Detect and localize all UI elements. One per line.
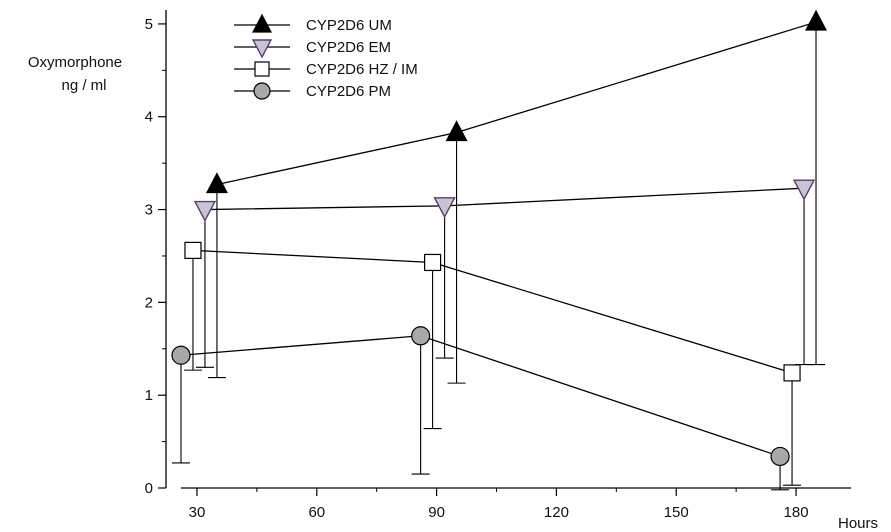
series-line-2	[192, 249, 793, 374]
series-line-3	[180, 335, 781, 458]
data-point-0-2	[805, 9, 828, 31]
legend-marker-3	[253, 82, 271, 100]
data-point-3-0	[171, 345, 191, 365]
axes: 0 1 2 3 4 5 30 60 90 120 150 180	[145, 10, 851, 521]
data-point-1-1	[433, 197, 456, 219]
x-tick-label-4: 150	[664, 504, 689, 521]
x-tick-label-5: 180	[784, 504, 809, 521]
x-tick-label-2: 90	[428, 504, 445, 521]
x-tick-label-0: 30	[189, 504, 206, 521]
y-tick-label-4: 4	[145, 109, 153, 126]
series-lines	[180, 21, 817, 458]
y-tick-label-0: 0	[145, 480, 153, 497]
data-point-3-1	[411, 326, 431, 346]
x-tick-label-3: 120	[544, 504, 569, 521]
series-line-1	[204, 187, 805, 211]
data-point-0-0	[205, 172, 228, 194]
legend-label-2: CYP2D6 HZ / IM	[306, 61, 418, 78]
y-axis-label-line1: Oxymorphone	[28, 54, 122, 71]
y-tick-label-2: 2	[145, 294, 153, 311]
error-bars	[171, 22, 826, 491]
data-point-2-2	[783, 364, 801, 382]
legend: CYP2D6 UM CYP2D6 EM CYP2D6 HZ / IM CYP2D6 P…	[234, 13, 418, 100]
y-tick-label-1: 1	[145, 387, 153, 404]
legend-label-1: CYP2D6 EM	[306, 39, 391, 56]
series-markers	[171, 9, 828, 467]
data-point-1-0	[193, 200, 217, 223]
y-axis-label-line2: ng / ml	[61, 77, 106, 94]
data-point-1-2	[792, 179, 816, 201]
legend-marker-2	[254, 61, 270, 77]
legend-label-3: CYP2D6 PM	[306, 83, 391, 100]
legend-marker-1	[251, 39, 273, 59]
x-tick-label-1: 60	[308, 504, 325, 521]
legend-marker-0	[252, 13, 272, 33]
data-point-0-1	[445, 120, 468, 142]
data-point-3-2	[770, 446, 790, 467]
legend-label-0: CYP2D6 UM	[306, 17, 392, 34]
y-tick-label-3: 3	[145, 202, 153, 219]
data-point-2-1	[424, 253, 442, 272]
data-point-2-0	[184, 241, 202, 259]
y-tick-label-5: 5	[145, 16, 153, 33]
x-axis-label: Hours	[838, 515, 878, 532]
